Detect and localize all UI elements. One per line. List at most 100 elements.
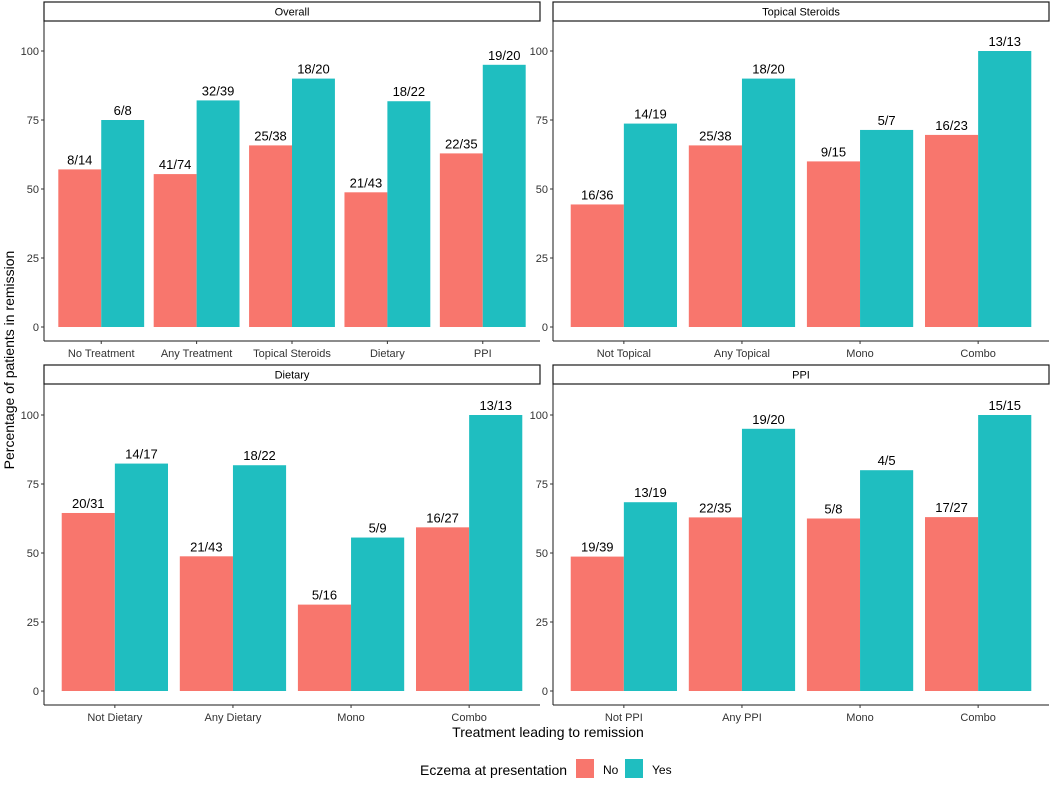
bar-data-label: 18/22 [393, 84, 426, 99]
panel-title: Overall [275, 7, 310, 19]
bar-data-label: 16/36 [581, 187, 614, 202]
y-tick-label: 75 [27, 479, 39, 491]
bar-no [249, 145, 292, 327]
x-tick-label: PPI [474, 348, 492, 360]
x-tick-label: Not PPI [605, 712, 643, 724]
y-tick-label: 0 [33, 686, 39, 698]
bar-data-label: 16/27 [426, 510, 459, 525]
bar-no [297, 604, 352, 691]
bar-data-label: 19/39 [581, 540, 614, 555]
bar-no [806, 518, 861, 691]
y-tick-label: 0 [33, 322, 39, 334]
bar-data-label: 15/15 [988, 398, 1021, 413]
bar-no [806, 161, 861, 327]
bar-yes [978, 51, 1032, 327]
bar-data-label: 9/15 [821, 144, 846, 159]
x-tick-label: Any Treatment [161, 348, 233, 360]
bar-no [61, 512, 115, 691]
y-tick-label: 25 [27, 253, 39, 265]
x-tick-label: Any PPI [722, 712, 762, 724]
bar-data-label: 6/8 [114, 103, 132, 118]
bar-no [439, 153, 483, 327]
bar-no [416, 527, 470, 691]
x-tick-label: Mono [846, 712, 874, 724]
x-tick-label: Not Dietary [87, 712, 143, 724]
y-tick-label: 100 [21, 410, 39, 422]
bar-yes [623, 123, 677, 327]
bar-yes [860, 470, 914, 691]
legend-swatch-no [576, 759, 594, 778]
legend-label-yes: Yes [652, 763, 672, 777]
bar-data-label: 21/43 [190, 539, 223, 554]
y-tick-label: 0 [542, 322, 548, 334]
bar-no [344, 192, 388, 327]
y-tick-label: 100 [530, 410, 548, 422]
bar-yes [196, 100, 240, 328]
bar-yes [482, 64, 526, 328]
bar-data-label: 13/13 [988, 34, 1021, 49]
bar-no [179, 556, 233, 691]
bar-data-label: 18/20 [752, 62, 785, 77]
panel-strip [552, 364, 1050, 385]
bar-no [688, 145, 742, 327]
legend-title: Eczema at presentation [420, 762, 567, 778]
x-tick-label: Combo [960, 712, 995, 724]
bar-data-label: 16/23 [935, 118, 968, 133]
y-tick-label: 75 [27, 115, 39, 127]
y-tick-label: 25 [536, 617, 548, 629]
y-tick-label: 50 [27, 184, 39, 196]
bar-yes [387, 101, 431, 328]
x-tick-label: Combo [960, 348, 995, 360]
legend-swatch-yes [625, 759, 643, 778]
panel-strip [43, 364, 541, 385]
bar-yes [978, 415, 1032, 691]
bar-no [153, 174, 197, 327]
y-tick-label: 100 [530, 46, 548, 58]
bar-yes [114, 463, 168, 691]
bar-data-label: 8/14 [67, 152, 92, 167]
bar-data-label: 22/35 [445, 136, 478, 151]
panel-title: PPI [792, 370, 810, 382]
legend: Eczema at presentation No Yes [420, 759, 672, 778]
y-tick-label: 100 [21, 46, 39, 58]
bar-data-label: 13/13 [479, 398, 512, 413]
y-axis-title: Percentage of patients in remission [1, 251, 17, 470]
y-tick-label: 75 [536, 479, 548, 491]
x-tick-label: Dietary [370, 348, 405, 360]
panel-title: Dietary [275, 370, 310, 382]
bar-yes [101, 120, 145, 327]
bar-data-label: 18/22 [243, 448, 276, 463]
y-tick-label: 0 [542, 686, 548, 698]
bar-data-label: 14/19 [634, 107, 667, 122]
bar-data-label: 17/27 [935, 500, 968, 515]
bar-yes [860, 129, 914, 327]
bar-yes [741, 428, 796, 691]
bar-data-label: 32/39 [202, 83, 235, 98]
x-tick-label: Any Topical [714, 348, 770, 360]
bar-data-label: 14/17 [125, 447, 158, 462]
y-tick-label: 50 [536, 548, 548, 560]
bar-data-label: 13/19 [634, 485, 667, 500]
bar-data-label: 4/5 [878, 453, 896, 468]
x-tick-label: Mono [337, 712, 365, 724]
bar-data-label: 19/20 [488, 48, 521, 63]
bar-yes [469, 415, 523, 691]
bar-yes [292, 78, 335, 327]
bar-no [688, 517, 742, 691]
bar-no [58, 169, 102, 327]
bar-data-label: 20/31 [72, 496, 105, 511]
panel-strip [43, 1, 541, 22]
bar-no [925, 517, 979, 691]
bar-data-label: 25/38 [254, 128, 287, 143]
panel-title: Topical Steroids [762, 7, 840, 19]
y-tick-label: 50 [27, 548, 39, 560]
x-tick-label: No Treatment [68, 348, 135, 360]
x-tick-label: Not Topical [597, 348, 651, 360]
bar-data-label: 5/8 [824, 502, 842, 517]
bar-data-label: 25/38 [699, 128, 732, 143]
y-tick-label: 25 [536, 253, 548, 265]
bar-no [570, 204, 624, 327]
bar-yes [623, 502, 677, 691]
bar-yes [351, 537, 405, 691]
